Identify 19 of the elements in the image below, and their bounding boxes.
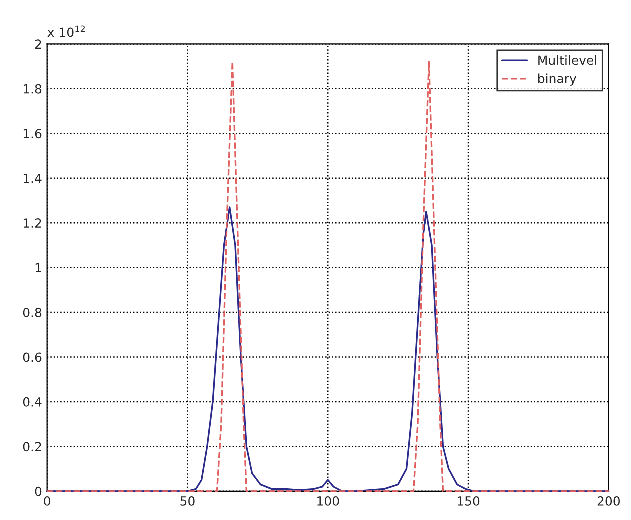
legend-label: binary <box>538 74 577 86</box>
y-tick-label: 0.2 <box>23 442 42 452</box>
y-tick-label: 2 <box>35 40 42 49</box>
y-tick-label: 1.8 <box>24 84 42 94</box>
x-tick-label: 0 <box>44 496 50 506</box>
text: x 10$^{12}$ <box>48 26 85 38</box>
y-tick-label: 0.8 <box>23 308 42 318</box>
y-tick-label: 0.6 <box>23 352 42 362</box>
y-tick-label: 1.2 <box>24 218 42 228</box>
y-tick-label: 0.4 <box>23 397 42 407</box>
y-tick-label: 0 <box>35 486 42 496</box>
y-tick-label: 1 <box>36 263 42 273</box>
x-tick-label: 200 <box>598 496 620 506</box>
legend-label: Multilevel <box>538 55 596 66</box>
x-tick-label: 100 <box>318 496 340 506</box>
x-tick-label: 150 <box>458 496 480 506</box>
x-tick-label: 50 <box>180 496 195 506</box>
y-tick-label: 1.6 <box>24 129 42 139</box>
y-tick-label: 1.4 <box>24 174 42 184</box>
